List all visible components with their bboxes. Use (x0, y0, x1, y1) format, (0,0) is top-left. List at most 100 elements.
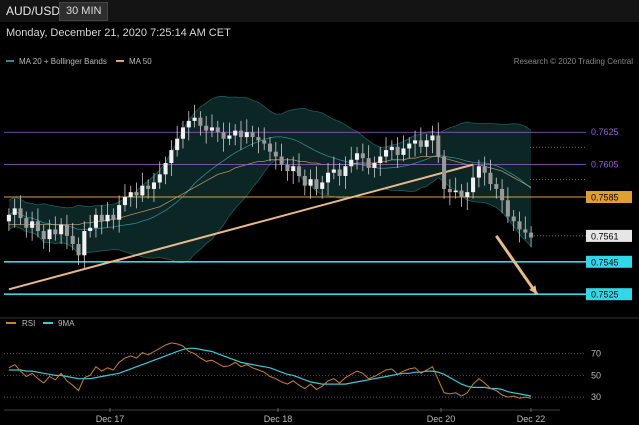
candle-body (378, 156, 383, 164)
candle-body (186, 120, 191, 128)
price-level-label: 0.7561 (591, 231, 619, 241)
candle-body (82, 231, 87, 256)
credit-label: Research © 2020 Trading Central (513, 57, 633, 66)
candle-body (53, 229, 58, 235)
ma50-swatch (116, 59, 124, 62)
bollinger-swatch (6, 59, 14, 62)
candle-body (436, 135, 441, 157)
candle-body (99, 214, 104, 222)
candle-body (482, 166, 487, 173)
candle-body (140, 185, 145, 196)
candle-body (320, 182, 325, 189)
price-tag (586, 255, 632, 268)
price-tag (586, 288, 632, 301)
candle-body (494, 184, 499, 189)
candle-body (395, 146, 400, 155)
legend-ma50-label: MA 50 (129, 57, 152, 66)
candle-body (453, 190, 458, 193)
legend-bollinger: MA 20 + Bollinger Bands (6, 57, 107, 66)
candle-body (70, 235, 75, 244)
candle-body (215, 127, 220, 133)
rsi-legend-swatch (6, 322, 16, 324)
rsi-tick-label: 30 (591, 392, 601, 402)
candle-body (366, 158, 371, 168)
candle-body (111, 214, 116, 220)
ma9-legend-swatch (43, 322, 53, 324)
ma9-series-line (8, 347, 532, 397)
candle-body (296, 166, 302, 176)
candle-body (233, 130, 238, 136)
candle-body (18, 208, 23, 219)
forecast-arrow-line (495, 235, 539, 296)
candle-body (355, 153, 360, 160)
price-level-label: 0.7625 (591, 127, 619, 137)
legend-ma50: MA 50 (116, 57, 152, 66)
bollinger-upper-line (8, 95, 532, 209)
candle-body (279, 156, 284, 165)
rsi-series-line (8, 342, 532, 399)
candle-body (308, 179, 313, 186)
candle-body (244, 132, 249, 138)
candle-body (169, 150, 174, 164)
candle-body (163, 163, 168, 175)
candle-body (250, 132, 255, 138)
candle-body (175, 138, 180, 151)
candle-body (476, 166, 481, 178)
price-level-label: 0.7605 (591, 160, 619, 170)
candle-body (488, 172, 493, 185)
candle-body (41, 231, 46, 240)
candle-body (413, 140, 418, 144)
x-tick-label: Dec 22 (517, 414, 546, 424)
candle-body (285, 164, 290, 172)
bollinger-band-fill (8, 96, 532, 263)
candle-body (360, 153, 365, 159)
candle-body (384, 150, 389, 157)
candle-body (122, 197, 127, 206)
candle-body (430, 135, 435, 141)
candle-body (505, 200, 510, 217)
candle-body (442, 156, 447, 189)
candle-body (93, 214, 98, 228)
candle-body (157, 174, 162, 183)
candle-body (256, 137, 261, 141)
candle-body (238, 130, 244, 138)
top-bar: AUD/USD 30 MIN (0, 0, 639, 22)
candle-body (325, 172, 331, 183)
candle-body (105, 214, 110, 222)
candle-body (511, 216, 516, 222)
candle-body (523, 229, 528, 233)
candle-body (343, 166, 348, 176)
candle-body (529, 232, 534, 238)
candle-body (35, 221, 40, 232)
candle-body (389, 146, 394, 151)
candle-body (401, 148, 406, 155)
candle-body (192, 117, 197, 121)
candle-body (471, 177, 476, 193)
ma9-legend-label: 9MA (58, 319, 75, 328)
legend-bollinger-label: MA 20 + Bollinger Bands (19, 57, 107, 66)
candle-body (134, 192, 139, 196)
candle-body (517, 221, 522, 230)
candle-body (24, 218, 29, 228)
candle-body (267, 143, 273, 152)
candle-body (418, 140, 423, 147)
candle-body (465, 192, 470, 198)
x-tick-label: Dec 17 (96, 414, 125, 424)
candle-body (459, 190, 464, 198)
candle-body (59, 224, 64, 235)
candle-body (262, 140, 267, 144)
candle-body (117, 205, 122, 220)
candle-body (337, 169, 342, 176)
symbol-title: AUD/USD (6, 4, 61, 18)
candle-body (302, 175, 307, 186)
candle-body (47, 229, 52, 240)
timeframe-button[interactable]: 30 MIN (59, 2, 109, 21)
candle-body (291, 166, 296, 172)
candle-body (349, 159, 354, 167)
candle-body (273, 151, 278, 157)
x-tick-label: Dec 20 (427, 414, 456, 424)
candle-body (372, 163, 377, 168)
x-tick-label: Dec 18 (264, 414, 293, 424)
candle-body (180, 127, 185, 139)
candle-body (128, 192, 133, 198)
